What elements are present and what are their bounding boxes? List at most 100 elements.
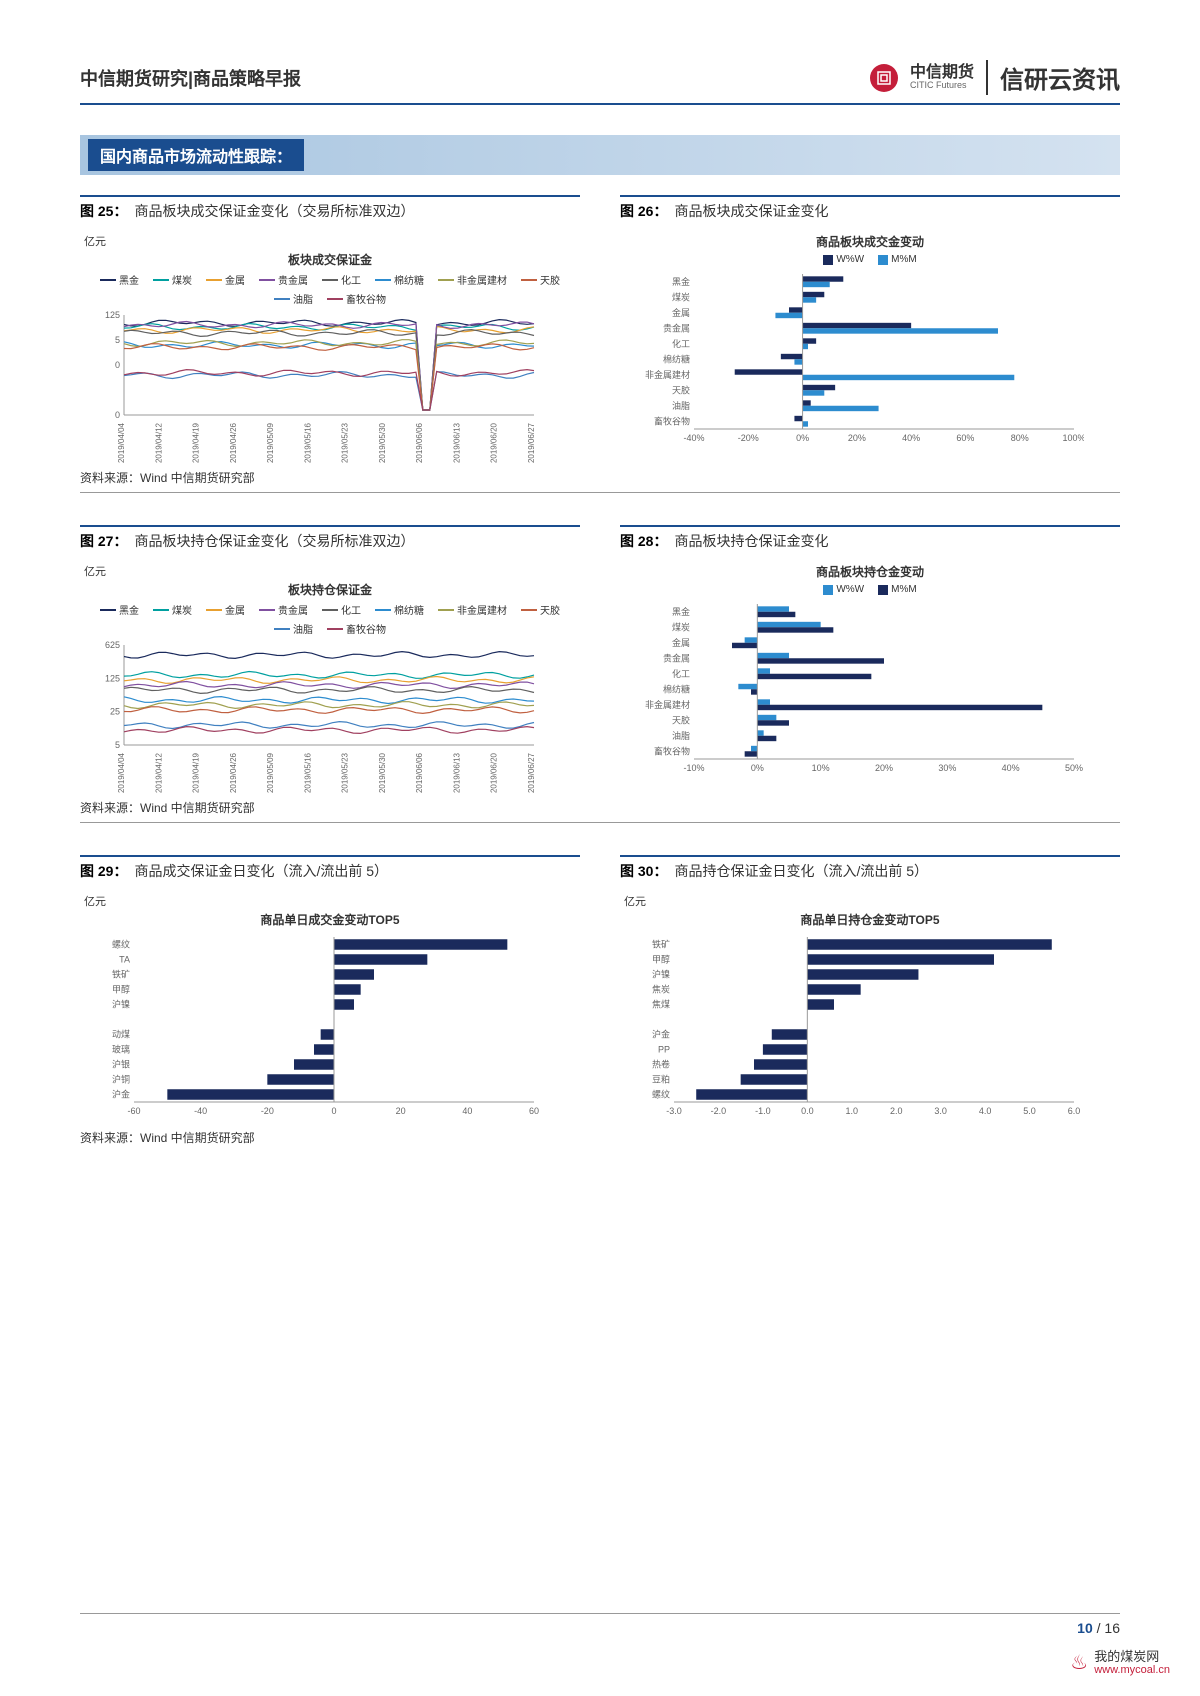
section-title: 国内商品市场流动性跟踪： [88, 139, 304, 171]
svg-text:贵金属: 贵金属 [663, 322, 690, 333]
svg-text:沪镍: 沪镍 [652, 969, 670, 980]
svg-text:2019/05/30: 2019/05/30 [378, 422, 387, 463]
svg-text:TA: TA [119, 955, 130, 965]
svg-text:棉纺糖: 棉纺糖 [663, 683, 690, 694]
svg-text:5.0: 5.0 [1023, 1106, 1036, 1116]
watermark: ♨ 我的煤炭网 www.mycoal.cn [1070, 1650, 1170, 1676]
svg-text:非金属建材: 非金属建材 [645, 699, 690, 710]
svg-text:黑金: 黑金 [672, 276, 690, 287]
svg-text:40%: 40% [902, 433, 920, 443]
page-header: 中信期货研究|商品策略早报 中信期货 CITIC Futures 信研云资讯 [80, 60, 1120, 105]
chart-28: 图 28： 商品板块持仓保证金变化 商品板块持仓金变动 W%WM%M 黑金煤炭金… [620, 525, 1120, 779]
chart-27-legend: 黑金煤炭金属贵金属化工棉纺糖非金属建材天胶油脂畜牧谷物 [84, 602, 576, 636]
chart-29-subtitle: 商品单日成交金变动TOP5 [84, 911, 576, 928]
svg-text:沪镍: 沪镍 [112, 999, 130, 1010]
chart-27-plot: 6251252552019/04/042019/04/122019/04/192… [84, 640, 544, 800]
svg-text:20%: 20% [875, 763, 893, 773]
svg-text:80%: 80% [1011, 433, 1029, 443]
svg-text:沪金: 沪金 [652, 1029, 670, 1040]
page-total: 16 [1104, 1620, 1120, 1636]
svg-text:沪银: 沪银 [112, 1059, 130, 1070]
svg-text:螺纹: 螺纹 [112, 939, 130, 950]
chart-27: 图 27： 商品板块持仓保证金变化（交易所标准双边） 亿元 板块持仓保证金 黑金… [80, 525, 580, 779]
svg-text:金属: 金属 [672, 637, 690, 648]
svg-text:2019/06/13: 2019/06/13 [452, 752, 461, 793]
svg-text:热卷: 热卷 [652, 1059, 670, 1070]
chart-29: 图 29： 商品成交保证金日变化（流入/流出前 5） 亿元 商品单日成交金变动T… [80, 855, 580, 1109]
svg-text:沪铜: 沪铜 [112, 1074, 130, 1085]
chart-29-title: 商品成交保证金日变化（流入/流出前 5） [134, 863, 388, 879]
svg-text:1.0: 1.0 [846, 1106, 859, 1116]
svg-text:30%: 30% [938, 763, 956, 773]
svg-text:2019/05/16: 2019/05/16 [303, 752, 312, 793]
svg-text:天胶: 天胶 [672, 384, 690, 395]
svg-text:0.0: 0.0 [801, 1106, 814, 1116]
svg-text:2019/04/26: 2019/04/26 [229, 422, 238, 463]
chart-29-plot: 螺纹TA铁矿甲醇沪镍动煤玻璃沪银沪铜沪金-60-40-200204060 [84, 932, 544, 1122]
svg-text:化工: 化工 [672, 338, 690, 349]
source-row-3: 资料来源：Wind 中信期货研究部 [80, 1129, 1120, 1152]
svg-text:沪金: 沪金 [112, 1089, 130, 1100]
svg-text:甲醇: 甲醇 [652, 954, 670, 965]
svg-text:贵金属: 贵金属 [663, 652, 690, 663]
chart-29-label: 图 29： [80, 863, 120, 879]
svg-text:2019/06/27: 2019/06/27 [527, 752, 536, 793]
logo-main: 中信期货 [910, 64, 974, 82]
chart-30-subtitle: 商品单日持仓金变动TOP5 [624, 911, 1116, 928]
chart-25-subtitle: 板块成交保证金 [84, 251, 576, 268]
svg-text:非金属建材: 非金属建材 [645, 369, 690, 380]
svg-text:动煤: 动煤 [112, 1029, 130, 1040]
svg-text:125: 125 [105, 673, 120, 683]
citic-logo-icon [870, 64, 898, 92]
svg-text:-40%: -40% [683, 433, 704, 443]
chart-30-plot: 铁矿甲醇沪镍焦炭焦煤沪金PP热卷豆粕螺纹-3.0-2.0-1.00.01.02.… [624, 932, 1084, 1122]
svg-text:0: 0 [115, 360, 120, 370]
svg-text:40: 40 [462, 1106, 472, 1116]
svg-text:2.0: 2.0 [890, 1106, 903, 1116]
svg-text:黑金: 黑金 [672, 606, 690, 617]
svg-text:10%: 10% [812, 763, 830, 773]
page-number: 10 [1077, 1620, 1093, 1636]
svg-text:4.0: 4.0 [979, 1106, 992, 1116]
chart-27-subtitle: 板块持仓保证金 [84, 581, 576, 598]
chart-26-subtitle: 商品板块成交金变动 [624, 233, 1116, 250]
svg-text:25: 25 [110, 707, 120, 717]
svg-text:3.0: 3.0 [934, 1106, 947, 1116]
svg-text:2019/06/13: 2019/06/13 [452, 422, 461, 463]
svg-text:油脂: 油脂 [672, 400, 690, 411]
svg-text:化工: 化工 [672, 668, 690, 679]
svg-text:5: 5 [115, 335, 120, 345]
svg-text:2019/06/06: 2019/06/06 [415, 752, 424, 793]
chart-28-legend: W%WM%M [624, 584, 1116, 595]
watermark-url: www.mycoal.cn [1094, 1664, 1170, 1676]
chart-25-legend: 黑金煤炭金属贵金属化工棉纺糖非金属建材天胶油脂畜牧谷物 [84, 272, 576, 306]
svg-text:625: 625 [105, 640, 120, 650]
svg-text:2019/05/23: 2019/05/23 [341, 422, 350, 463]
svg-text:50%: 50% [1065, 763, 1083, 773]
svg-text:铁矿: 铁矿 [112, 969, 130, 980]
svg-text:煤炭: 煤炭 [672, 291, 690, 302]
chart-27-ylabel: 亿元 [84, 563, 576, 579]
chart-25: 图 25： 商品板块成交保证金变化（交易所标准双边） 亿元 板块成交保证金 黑金… [80, 195, 580, 449]
svg-text:2019/04/12: 2019/04/12 [154, 752, 163, 793]
svg-text:2019/04/19: 2019/04/19 [192, 752, 201, 793]
svg-text:甲醇: 甲醇 [112, 984, 130, 995]
svg-text:2019/05/16: 2019/05/16 [303, 422, 312, 463]
chart-26-label: 图 26： [620, 203, 660, 219]
svg-text:0: 0 [331, 1106, 336, 1116]
chart-25-plot: 1255002019/04/042019/04/122019/04/192019… [84, 310, 544, 470]
svg-text:-1.0: -1.0 [755, 1106, 771, 1116]
svg-text:油脂: 油脂 [672, 730, 690, 741]
svg-text:-10%: -10% [683, 763, 704, 773]
svg-text:2019/06/06: 2019/06/06 [415, 422, 424, 463]
svg-text:-3.0: -3.0 [666, 1106, 682, 1116]
svg-text:棉纺糖: 棉纺糖 [663, 353, 690, 364]
svg-text:20%: 20% [848, 433, 866, 443]
svg-text:焦炭: 焦炭 [652, 984, 670, 995]
svg-text:煤炭: 煤炭 [672, 621, 690, 632]
chart-26-title: 商品板块成交保证金变化 [674, 203, 828, 219]
svg-text:豆粕: 豆粕 [652, 1074, 670, 1085]
svg-text:-20: -20 [261, 1106, 274, 1116]
svg-text:2019/05/09: 2019/05/09 [266, 422, 275, 463]
svg-text:2019/06/20: 2019/06/20 [490, 422, 499, 463]
